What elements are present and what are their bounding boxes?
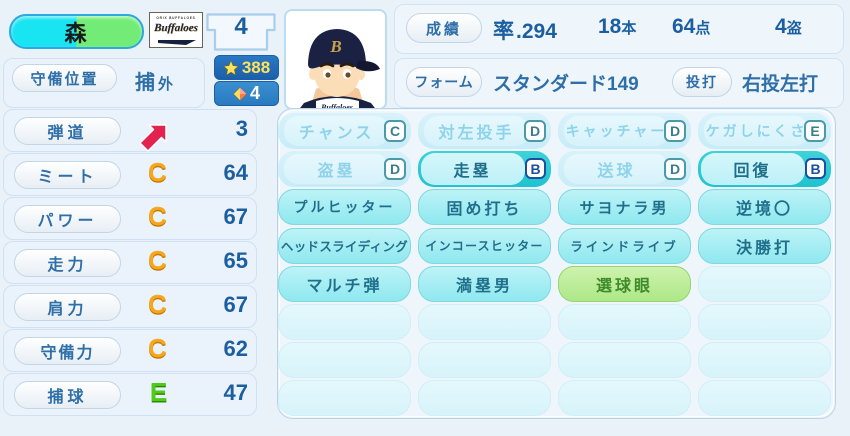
svg-text:B: B (329, 37, 341, 56)
